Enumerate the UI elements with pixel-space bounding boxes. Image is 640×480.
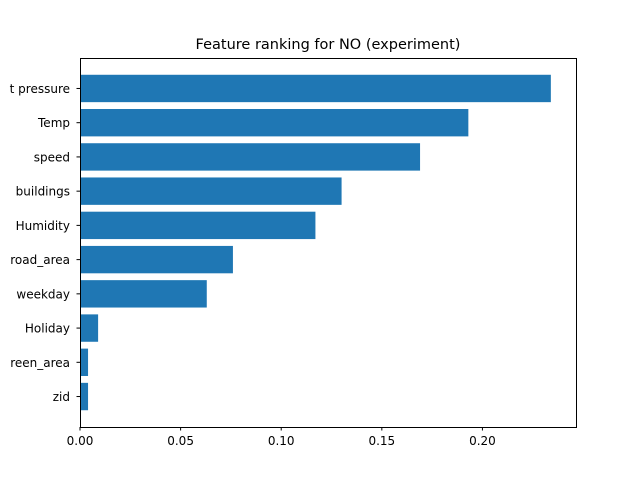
- y-tick-label: Holiday: [25, 322, 70, 336]
- x-tick-label: 0.10: [268, 434, 295, 448]
- y-tick-label: Temp: [37, 116, 70, 130]
- y-axis-ticks: t pressure Temp speed buildings Humidity road…: [10, 82, 80, 404]
- bar-t-pressure: [80, 74, 551, 103]
- y-tick-label: weekday: [16, 287, 70, 301]
- y-tick-label: zid: [53, 390, 70, 404]
- y-tick-label: buildings: [16, 185, 70, 199]
- y-tick-label: speed: [34, 150, 70, 164]
- x-tick-label: 0.15: [368, 434, 395, 448]
- bars-group: [80, 74, 551, 411]
- bar-road_area: [80, 245, 233, 274]
- bar-buildings: [80, 177, 342, 205]
- bar-weekday: [80, 280, 207, 308]
- y-tick-label: t pressure: [10, 82, 70, 96]
- x-tick-label: 0.00: [67, 434, 94, 448]
- x-tick-label: 0.05: [167, 434, 194, 448]
- y-tick-label: road_area: [10, 253, 70, 267]
- chart-title: Feature ranking for NO (experiment): [196, 37, 461, 53]
- plot-frame: [80, 58, 577, 428]
- bar-Holiday: [80, 314, 99, 342]
- x-tick-label: 0.20: [469, 434, 496, 448]
- bar-Humidity: [80, 211, 316, 240]
- bar-reen_area: [80, 348, 89, 376]
- bar-speed: [80, 143, 421, 171]
- y-tick-label: Humidity: [16, 219, 70, 233]
- y-tick-label: reen_area: [10, 356, 70, 370]
- bar-Temp: [80, 109, 469, 137]
- x-axis-ticks: 0.00 0.05 0.10 0.15 0.20: [67, 427, 496, 448]
- bar-zid: [80, 382, 89, 411]
